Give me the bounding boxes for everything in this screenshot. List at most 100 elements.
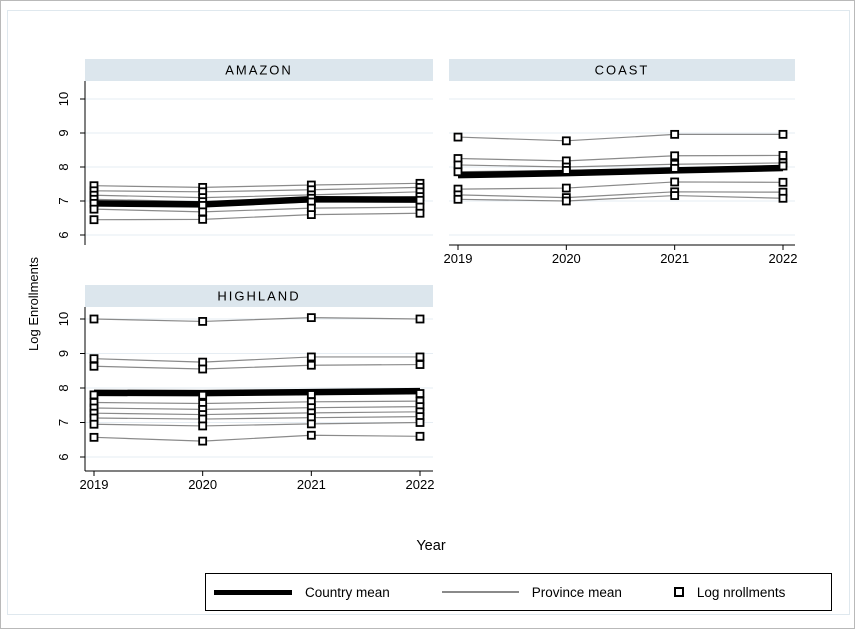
y-tick-label: 8 [56, 384, 71, 391]
enrollment-marker [306, 210, 316, 220]
x-tick-label: 2021 [660, 251, 689, 266]
province-mean-line [93, 191, 421, 199]
enrollment-marker [306, 430, 316, 440]
province-mean-line [93, 434, 421, 442]
x-tick-label: 2022 [769, 251, 798, 266]
enrollment-marker [778, 193, 788, 203]
y-axis-title: Log Enrollments [26, 257, 41, 351]
province-mean-line [93, 356, 421, 363]
enrollment-marker [306, 313, 316, 323]
enrollment-marker [198, 317, 208, 326]
province-mean-line [93, 206, 421, 213]
enrollment-marker [561, 183, 571, 193]
enrollment-marker [89, 361, 99, 371]
enrollment-marker [306, 419, 316, 429]
province-mean-line [93, 182, 421, 189]
province-mean-line [93, 411, 421, 416]
province-mean-line-swatch [441, 591, 519, 593]
enrollment-marker [198, 436, 208, 446]
enrollment-marker [198, 421, 208, 431]
y-tick-label: 9 [56, 129, 71, 136]
enrollment-marker [89, 215, 99, 225]
province-mean-line [93, 416, 421, 420]
enrollment-marker [198, 414, 208, 424]
enrollment-marker [89, 432, 99, 442]
panel-header [85, 285, 433, 307]
enrollment-marker [561, 196, 571, 206]
enrollment-marker [778, 161, 788, 171]
y-tick-label: 7 [56, 197, 71, 204]
enrollment-marker [198, 207, 208, 217]
enrollment-marker [415, 360, 425, 369]
enrollment-marker [670, 129, 680, 139]
legend: Country mean Province mean Log nrollment… [205, 573, 832, 611]
enrollment-marker [306, 352, 316, 362]
y-tick-label: 6 [56, 453, 71, 460]
x-tick-label: 2021 [297, 477, 326, 492]
legend-item-log-enrollments: Log nrollments [673, 584, 786, 600]
enrollment-marker [198, 214, 208, 224]
panel-title-highland: HIGHLAND [217, 289, 300, 304]
legend-label-country-mean: Country mean [305, 584, 390, 600]
province-mean-line [457, 162, 783, 168]
enrollment-marker [89, 419, 99, 429]
province-mean-line [93, 317, 421, 323]
legend-item-country-mean: Country mean [214, 585, 390, 600]
enrollment-marker [415, 208, 425, 218]
country-mean-line [93, 387, 421, 397]
enrollment-marker-swatch [673, 587, 684, 597]
enrollment-marker [89, 314, 99, 324]
province-mean-line [457, 191, 783, 199]
country-mean-line-swatch [214, 589, 292, 595]
enrollment-marker [415, 389, 425, 398]
panel-title-amazon: AMAZON [225, 63, 293, 78]
x-tick-label: 2020 [188, 477, 217, 492]
province-mean-line [93, 363, 421, 370]
enrollment-marker [778, 129, 788, 139]
enrollment-marker [778, 151, 788, 160]
y-tick-label: 6 [56, 231, 71, 238]
enrollment-marker [415, 314, 425, 324]
y-tick-label: 9 [56, 350, 71, 357]
enrollment-marker [670, 163, 680, 173]
enrollment-marker [670, 177, 680, 187]
province-mean-line [93, 400, 421, 405]
panel-header [85, 59, 433, 81]
enrollment-marker [198, 364, 208, 374]
panel-header [449, 59, 795, 81]
enrollment-marker [415, 431, 425, 441]
province-mean-line [457, 194, 784, 202]
province-mean-line [457, 133, 783, 142]
enrollment-marker [306, 390, 316, 399]
x-tick-label: 2020 [552, 251, 581, 266]
province-mean-line [93, 212, 421, 221]
legend-label-log-enrollments: Log nrollments [696, 584, 786, 600]
province-mean-line [93, 186, 421, 193]
province-mean-line [457, 154, 783, 162]
country-mean-line [93, 196, 421, 208]
x-axis-title: Year [416, 538, 445, 554]
enrollment-marker [89, 390, 99, 400]
enrollment-marker [561, 165, 571, 175]
enrollment-marker [306, 360, 316, 370]
enrollment-marker [453, 167, 463, 177]
enrollment-marker [453, 132, 463, 142]
legend-label-province-mean: Province mean [531, 584, 622, 600]
x-tick-label: 2019 [80, 477, 109, 492]
enrollment-marker [561, 136, 571, 146]
enrollment-marker [89, 354, 99, 364]
enrollment-marker [670, 191, 680, 200]
panel-title-coast: COAST [595, 63, 650, 78]
x-tick-label: 2019 [444, 251, 473, 266]
enrollment-marker [453, 194, 463, 204]
enrollment-marker [415, 352, 425, 362]
enrollment-marker [415, 418, 425, 427]
province-mean-line [93, 421, 421, 427]
legend-item-province-mean: Province mean [441, 584, 622, 600]
province-mean-line [457, 181, 783, 190]
graph-area-border [7, 10, 850, 615]
province-mean-line [93, 406, 421, 410]
enrollment-marker [89, 204, 99, 214]
